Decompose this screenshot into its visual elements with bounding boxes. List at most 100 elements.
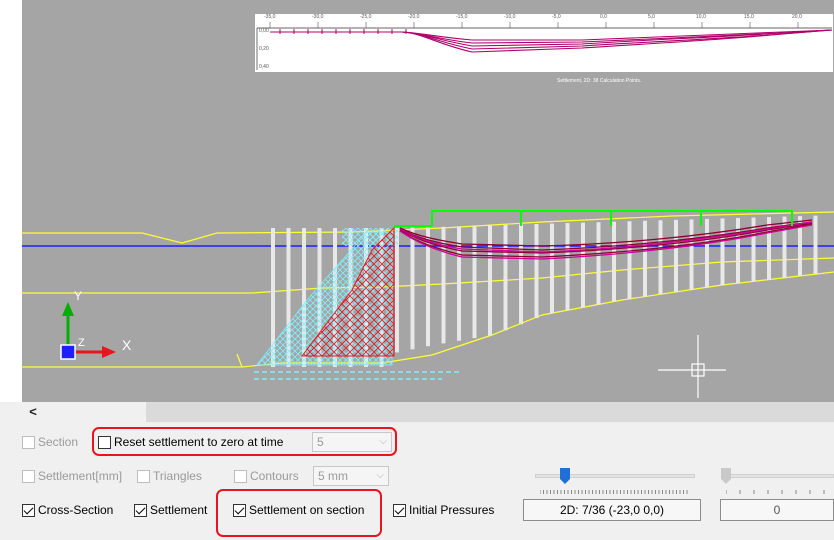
calculation-point-bar (271, 228, 275, 367)
section-checkbox[interactable]: Section (22, 432, 78, 452)
chart-x-tick-label: 5,0 (648, 14, 655, 20)
contours-label: Contours (250, 469, 299, 483)
chevron-down-icon: ⌵ (376, 470, 384, 481)
cross-section-checkbox-box[interactable] (22, 503, 35, 517)
calculation-point-bar (782, 216, 787, 278)
calculation-point-bar (767, 217, 771, 280)
reset-settlement-checkbox[interactable]: Reset settlement to zero at time (98, 432, 283, 452)
calculation-point-bar (813, 215, 818, 275)
time-slider-track[interactable] (721, 474, 834, 478)
chart-x-tick-label: 10,0 (696, 14, 706, 20)
chart-y-ticks: 0,00 0,20 0,40 (259, 28, 269, 70)
reset-time-select[interactable]: 5 ⌵ (312, 432, 392, 452)
highlight-reset-settlement (92, 427, 397, 456)
settlement-mm-checkbox-box[interactable] (22, 469, 35, 483)
calculation-point-bar (658, 220, 663, 295)
time-slider-thumb[interactable] (721, 468, 731, 484)
chart-x-ticks: -35,0 -30,0 -25,0 -20,0 -15,0 -10,0 -5,0 0,0 5,0… (264, 14, 802, 28)
chart-x-tick-label: -10,0 (504, 14, 516, 20)
axis-x-label: X (122, 337, 132, 353)
calculation-point-bar (286, 228, 291, 367)
axis-z-label: Z (78, 337, 85, 349)
calculation-point-bar (395, 228, 399, 353)
calculation-point-bar (674, 219, 678, 293)
horizontal-scrollbar[interactable]: < (22, 402, 834, 422)
chart-x-tick-label: 20,0 (792, 14, 802, 20)
pressure-distribution-wedge (300, 226, 395, 357)
contours-checkbox[interactable]: Contours (234, 466, 299, 486)
point-slider-thumb[interactable] (560, 468, 570, 484)
settlement-on-section-checkbox[interactable]: Settlement on section (233, 500, 364, 520)
chart-background (255, 14, 833, 72)
calculation-point-readout: 2D: 7/36 (-23,0 0,0) (523, 499, 701, 521)
settlement-chart: -35,0 -30,0 -25,0 -20,0 -15,0 -10,0 -5,0 0,0 5,0… (255, 14, 833, 84)
chevron-down-icon: ⌵ (379, 436, 387, 447)
point-slider-ticks (540, 490, 688, 494)
settlement-on-section-label: Settlement on section (249, 503, 365, 517)
scroll-left-arrow-icon[interactable]: < (29, 404, 37, 419)
chart-x-tick-label: -5,0 (552, 14, 561, 20)
calculation-point-bar (751, 217, 756, 282)
contours-checkbox-box[interactable] (234, 469, 247, 483)
calculation-point-bar (302, 228, 306, 367)
calculation-point-bar (612, 221, 616, 302)
reset-settlement-checkbox-box[interactable] (98, 435, 111, 449)
calculation-point-bar (488, 225, 492, 336)
chart-y-tick-label: 0,00 (259, 28, 269, 34)
chart-caption: Settlement, 2D: 38 Calculation Points. (557, 78, 641, 84)
triangles-checkbox-box[interactable] (137, 469, 150, 483)
chart-x-tick-label: 0,0 (600, 14, 607, 20)
scroll-thumb[interactable] (146, 402, 834, 422)
drawing-viewport[interactable]: -35,0 -30,0 -25,0 -20,0 -15,0 -10,0 -5,0 0,0 5,0… (22, 0, 834, 402)
reset-settlement-label: Reset settlement to zero at time (114, 435, 284, 449)
calculation-point-bar (565, 223, 570, 311)
calculation-point-bar (410, 227, 415, 350)
calculation-point-bar (441, 226, 446, 344)
point-slider-track[interactable] (535, 474, 695, 478)
cross-section-checkbox[interactable]: Cross-Section (22, 500, 113, 520)
settlement-label: Settlement (150, 503, 208, 517)
calculation-point-bar (472, 225, 477, 339)
structure-frame (394, 210, 793, 227)
calculation-point-bar (503, 224, 508, 331)
triangles-label: Triangles (153, 469, 202, 483)
initial-pressures-checkbox-box[interactable] (393, 503, 406, 517)
section-checkbox-box[interactable] (22, 435, 35, 449)
chart-y-tick-label: 0,40 (259, 64, 269, 70)
calculation-point-bar (705, 218, 709, 288)
calculation-point-bar (798, 216, 802, 276)
chart-x-tick-label: -15,0 (456, 14, 468, 20)
chart-x-tick-label: -35,0 (264, 14, 276, 20)
contour-step-select[interactable]: 5 mm ⌵ (313, 466, 389, 486)
reset-time-value: 5 (317, 435, 324, 449)
settlement-checkbox-box[interactable] (134, 503, 147, 517)
calculation-point-bar (581, 222, 585, 308)
axis-triad: Y X Z (60, 289, 132, 360)
section-settlement-curves (399, 219, 813, 258)
initial-pressures-label: Initial Pressures (409, 503, 495, 517)
settlement-on-section-checkbox-box[interactable] (233, 503, 246, 517)
section-label: Section (38, 435, 79, 449)
crosshair-cursor (658, 335, 726, 398)
calculation-point-bar (736, 217, 740, 284)
highlight-settlement-on-section (216, 489, 382, 537)
calculation-point-bar (720, 218, 725, 286)
settlement-mm-checkbox[interactable]: Settlement[mm] (22, 466, 122, 486)
cross-section-label: Cross-Section (38, 503, 114, 517)
section-drawing[interactable]: -35,0 -30,0 -25,0 -20,0 -15,0 -10,0 -5,0 0,0 5,0… (22, 0, 834, 402)
calculation-point-bar (596, 222, 601, 305)
chart-y-tick-label: 0,20 (259, 46, 269, 52)
chart-x-tick-label: -25,0 (360, 14, 372, 20)
triangles-checkbox[interactable]: Triangles (137, 466, 202, 486)
chart-point-ticks (279, 29, 407, 34)
chart-x-tick-label: 15,0 (744, 14, 754, 20)
settlement-checkbox[interactable]: Settlement (134, 500, 207, 520)
calculation-point-bar (627, 221, 632, 300)
time-slider-ticks (726, 490, 825, 494)
initial-pressures-checkbox[interactable]: Initial Pressures (393, 500, 494, 520)
calculation-point-bar (550, 223, 554, 314)
secondary-value-readout: 0 (720, 499, 834, 521)
chart-x-tick-label: -20,0 (408, 14, 420, 20)
chart-x-tick-label: -30,0 (312, 14, 324, 20)
calculation-point-bar (519, 224, 523, 325)
